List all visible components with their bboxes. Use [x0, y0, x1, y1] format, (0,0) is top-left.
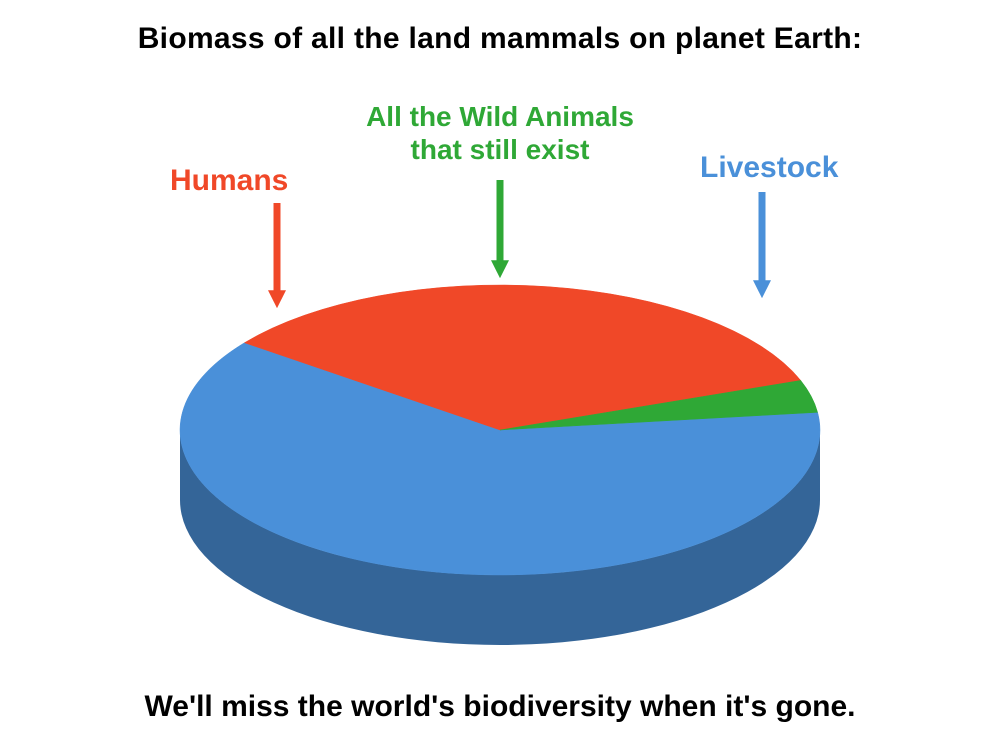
chart-caption: We'll miss the world's biodiversity when…: [0, 690, 1000, 724]
chart-container: Biomass of all the land mammals on plane…: [0, 0, 1000, 750]
label-humans: Humans: [170, 163, 370, 198]
label-wild: All the Wild Animals that still exist: [330, 100, 670, 166]
label-livestock: Livestock: [700, 150, 900, 185]
